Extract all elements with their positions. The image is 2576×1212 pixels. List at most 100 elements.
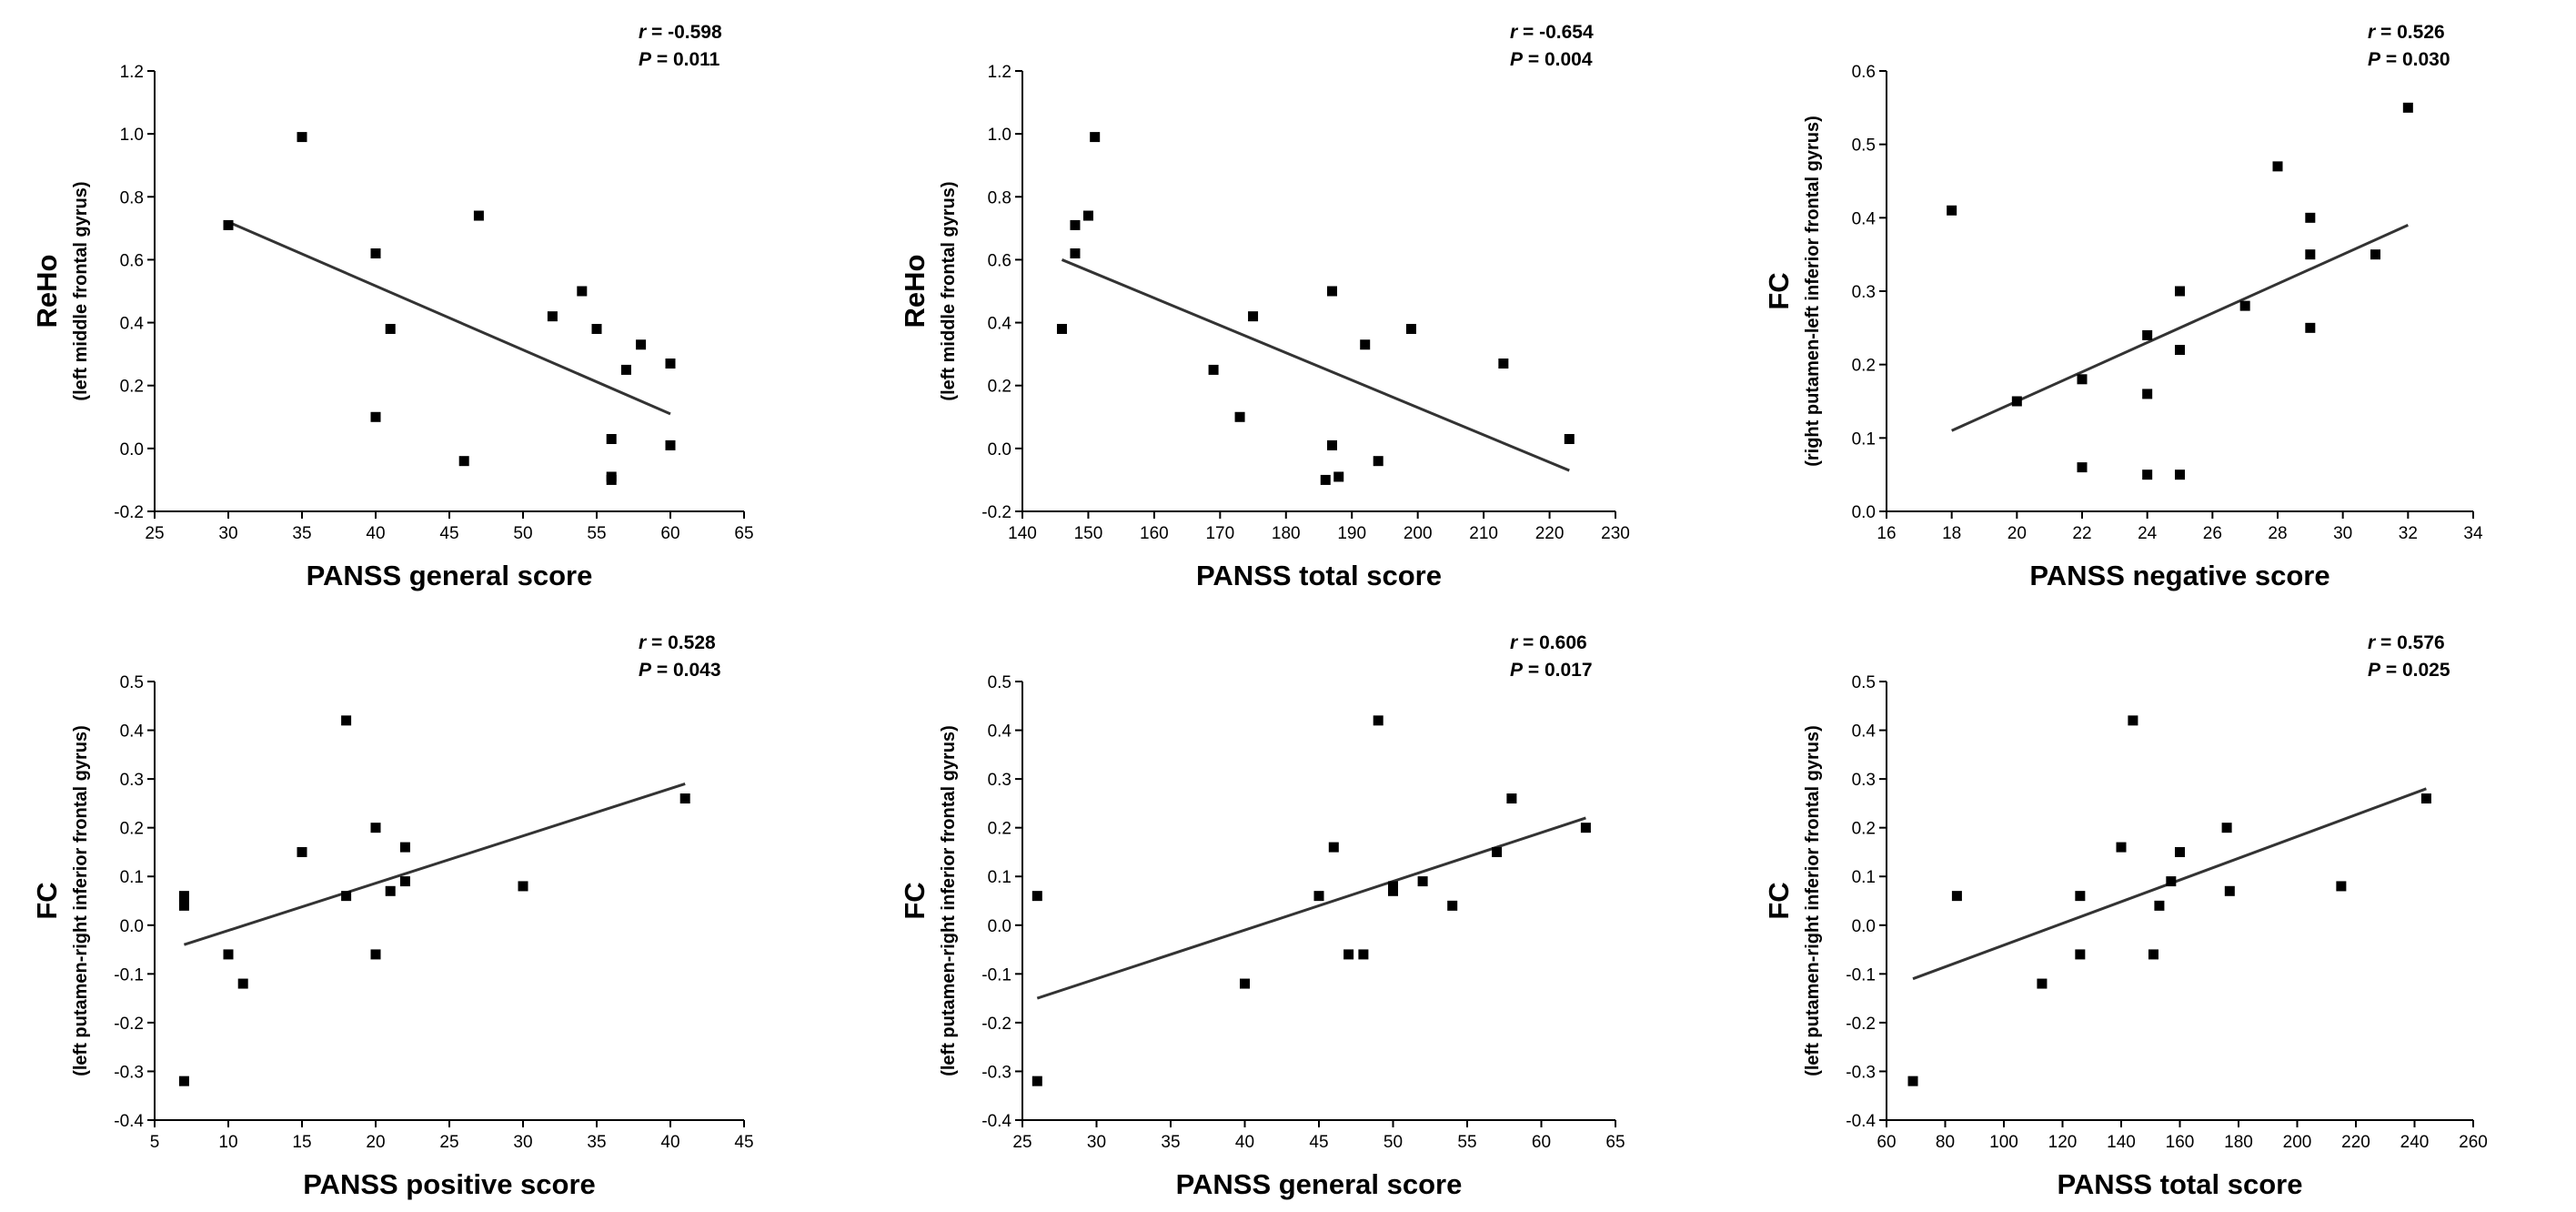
data-point xyxy=(1580,823,1591,833)
data-point xyxy=(178,891,189,902)
y-tick-label: -0.3 xyxy=(1846,1063,1876,1082)
y-tick-label: -0.2 xyxy=(981,1015,1011,1034)
x-tick-label: 180 xyxy=(1272,524,1301,543)
y-tick-label: 0.0 xyxy=(1852,503,1876,522)
p-value-line: P = 0.017 xyxy=(1510,660,1593,681)
chart-panel-4: -0.4 -0.3 -0.2 -0.1 0.0 0.1 0.2 0.3 0.4 0.5 5 10 15 2… xyxy=(31,632,754,1200)
chart-panel-5: -0.4 -0.3 -0.2 -0.1 0.0 0.1 0.2 0.3 0.4 0.5 25 30 35… xyxy=(899,632,1625,1200)
p-value-line: P = 0.030 xyxy=(2368,49,2450,70)
y-tick-label: -0.3 xyxy=(114,1063,144,1082)
y-tick-label: 0.6 xyxy=(988,251,1011,270)
x-tick-label: 20 xyxy=(366,1133,385,1152)
x-tick-label: 10 xyxy=(218,1133,237,1152)
x-tick-label: 60 xyxy=(660,524,679,543)
data-point xyxy=(2077,462,2088,473)
x-axis-title: PANSS total score xyxy=(2058,1168,2303,1200)
data-point xyxy=(2075,891,2086,902)
regression-line xyxy=(1061,258,1570,472)
x-tick-label: 16 xyxy=(1877,524,1896,543)
y-axis-title: FC xyxy=(31,882,63,919)
x-tick-label: 30 xyxy=(218,524,237,543)
r-symbol: r xyxy=(639,632,648,653)
data-point xyxy=(1326,286,1337,297)
correlation-r: r = -0.654 xyxy=(1510,22,1594,43)
data-point xyxy=(1320,474,1331,485)
x-tick-label: 45 xyxy=(439,524,458,543)
x-tick-label: 65 xyxy=(734,524,753,543)
x-tick-label: 140 xyxy=(1008,524,1037,543)
x-tick-label: 230 xyxy=(1601,524,1630,543)
x-tick-label: 150 xyxy=(1074,524,1103,543)
y-axis-subtitle: (right putamen-left inferior frontal gyr… xyxy=(1803,116,1823,467)
y-tick-label: 0.2 xyxy=(120,820,144,839)
data-point xyxy=(2075,949,2086,960)
x-tick-label: 190 xyxy=(1337,524,1366,543)
x-tick-label: 50 xyxy=(1384,1133,1403,1152)
correlation-r: r = 0.526 xyxy=(2368,22,2445,43)
data-point xyxy=(385,885,396,896)
data-point xyxy=(1417,876,1428,887)
data-point xyxy=(2221,823,2232,833)
x-tick-label: 180 xyxy=(2224,1133,2253,1152)
data-point xyxy=(2077,374,2088,385)
data-point xyxy=(399,842,410,853)
p-value: = 0.011 xyxy=(651,49,720,70)
data-point xyxy=(1907,1076,1918,1086)
x-tick-label: 55 xyxy=(587,524,606,543)
data-point xyxy=(606,433,617,444)
data-point xyxy=(2305,249,2316,260)
x-tick-label: 50 xyxy=(513,524,532,543)
x-tick-label: 25 xyxy=(1012,1133,1031,1152)
x-tick-label: 28 xyxy=(2268,524,2287,543)
data-point xyxy=(2370,249,2380,260)
y-axis-title: FC xyxy=(1763,272,1795,309)
x-tick-label: 15 xyxy=(292,1133,311,1152)
data-point xyxy=(473,210,484,221)
y-tick-label: 0.5 xyxy=(988,673,1011,692)
y-tick-label: -0.1 xyxy=(1846,965,1876,985)
x-tick-label: 24 xyxy=(2138,524,2158,543)
x-tick-label: 30 xyxy=(513,1133,532,1152)
x-axis-title: PANSS negative score xyxy=(2029,560,2329,591)
y-tick-label: 0.4 xyxy=(120,315,145,334)
y-tick-label: -0.2 xyxy=(1846,1015,1876,1034)
data-point xyxy=(2175,286,2185,297)
x-tick-label: 60 xyxy=(1877,1133,1896,1152)
x-tick-label: 200 xyxy=(2283,1133,2312,1152)
y-tick-label: 0.4 xyxy=(1852,209,1877,228)
correlation-r: r = 0.528 xyxy=(639,632,716,653)
x-tick-label: 80 xyxy=(1936,1133,1955,1152)
data-point xyxy=(370,411,381,422)
y-tick-label: 0.4 xyxy=(1852,722,1877,742)
y-tick-label: 0.1 xyxy=(1852,429,1876,449)
x-axis-title: PANSS general score xyxy=(1176,1168,1463,1200)
y-tick-label: 0.5 xyxy=(120,673,144,692)
y-tick-label: 1.0 xyxy=(120,126,144,145)
chart-panel-6: -0.4 -0.3 -0.2 -0.1 0.0 0.1 0.2 0.3 0.4 0.5 60 80 10… xyxy=(1763,632,2488,1200)
y-axis-title: ReHo xyxy=(899,255,931,328)
data-point xyxy=(2116,842,2127,853)
y-tick-label: -0.2 xyxy=(114,503,144,522)
p-value-line: P = 0.043 xyxy=(639,660,721,681)
r-symbol: r xyxy=(639,22,648,43)
data-point xyxy=(1373,715,1384,726)
x-tick-label: 35 xyxy=(292,524,311,543)
data-point xyxy=(2166,876,2177,887)
r-symbol: r xyxy=(2368,22,2377,43)
data-point xyxy=(178,1076,189,1086)
x-tick-label: 40 xyxy=(1235,1133,1254,1152)
x-tick-label: 40 xyxy=(366,524,385,543)
data-point xyxy=(1951,891,1962,902)
x-tick-label: 140 xyxy=(2107,1133,2136,1152)
data-point xyxy=(620,364,631,375)
x-tick-label: 25 xyxy=(145,524,164,543)
correlation-r: r = 0.576 xyxy=(2368,632,2445,653)
r-value: = 0.606 xyxy=(1517,632,1586,653)
y-tick-label: 0.0 xyxy=(120,917,144,936)
y-tick-label: -0.4 xyxy=(114,1112,144,1131)
y-tick-label: -0.4 xyxy=(1846,1112,1876,1131)
x-tick-label: 45 xyxy=(1309,1133,1328,1152)
data-point xyxy=(341,891,352,902)
x-axis-title: PANSS total score xyxy=(1196,560,1442,591)
y-axis-subtitle: (left middle frontal gyrus) xyxy=(939,181,959,400)
